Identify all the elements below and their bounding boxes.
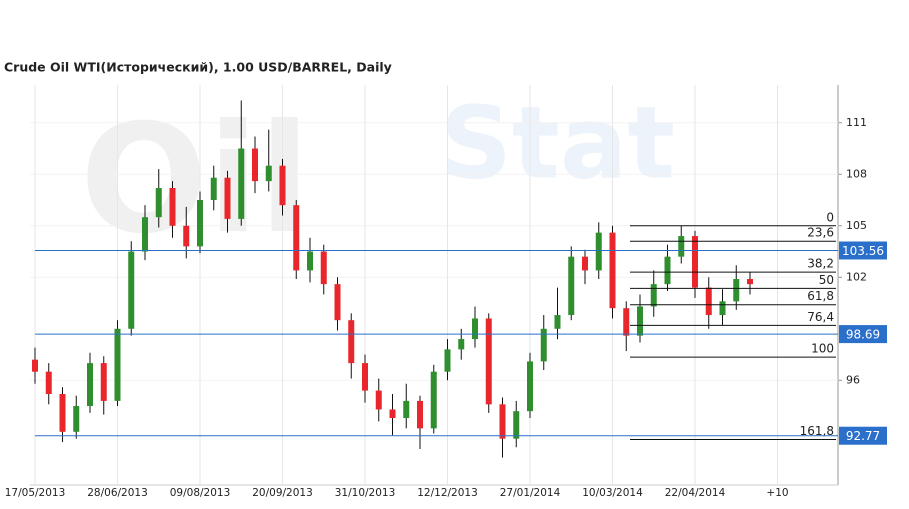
candle-body <box>100 363 107 401</box>
y-tick-label: 105 <box>846 219 867 232</box>
fib-label: 161,8 <box>800 424 834 438</box>
level-tag <box>839 241 887 260</box>
candle-body <box>87 363 93 407</box>
fib-label: 50 <box>819 273 834 287</box>
candle-body <box>417 400 423 429</box>
candle-body <box>293 205 300 271</box>
candle-body <box>623 308 630 336</box>
candle-body <box>637 306 643 336</box>
candle-body <box>224 177 231 219</box>
level-label: 98.69 <box>846 328 880 342</box>
candle-body <box>375 390 382 410</box>
candle-body <box>307 251 313 271</box>
candle-body <box>128 251 135 329</box>
candle-body <box>499 404 506 439</box>
candle-body <box>430 371 437 429</box>
candle-body <box>692 236 698 288</box>
candle-body <box>334 284 341 321</box>
candle-body <box>389 409 396 419</box>
watermark: Oil <box>80 93 310 267</box>
level-tag <box>839 325 887 344</box>
candle-body <box>210 177 217 201</box>
candle-body <box>664 256 671 285</box>
x-tick-label: 10/03/2014 <box>582 487 643 499</box>
candle-body <box>719 301 726 316</box>
x-tick-label: 22/04/2014 <box>665 487 726 499</box>
x-tick-label: 20/09/2013 <box>252 487 313 499</box>
y-tick-label: 102 <box>846 270 867 283</box>
x-tick-label: 09/08/2013 <box>170 487 231 499</box>
x-tick-label: 31/10/2013 <box>335 487 396 499</box>
candle-body <box>485 318 492 405</box>
chart-title: Crude Oil WTI(Исторический), 1.00 USD/BA… <box>4 60 392 75</box>
candle-body <box>650 284 657 307</box>
candle-body <box>45 371 52 395</box>
candle-body <box>73 406 80 432</box>
candle-body <box>183 225 190 247</box>
candle-body <box>458 339 465 350</box>
y-tick-label: 111 <box>846 116 867 129</box>
x-tick-label: 27/01/2014 <box>500 487 561 499</box>
candle-body <box>609 232 616 309</box>
candle-body <box>747 278 753 285</box>
fib-label: 61,8 <box>807 289 834 303</box>
x-tick-label: 28/06/2013 <box>87 487 148 499</box>
candle-body <box>403 400 410 419</box>
x-tick-label: +10 <box>766 487 788 499</box>
candle-body <box>169 188 176 226</box>
x-tick-label: 17/05/2013 <box>5 487 66 499</box>
candle-body <box>265 165 272 182</box>
candle-body <box>320 251 327 285</box>
candle-body <box>554 315 561 329</box>
candle-body <box>279 165 286 206</box>
candle-body <box>142 217 148 252</box>
candle-body <box>155 188 162 218</box>
candle-body <box>444 349 451 372</box>
candle-body <box>32 359 38 372</box>
fib-label: 76,4 <box>807 310 834 324</box>
candle-body <box>472 318 478 340</box>
fib-label: 38,2 <box>807 257 834 271</box>
fib-label: 100 <box>811 342 834 356</box>
level-tag <box>839 426 887 445</box>
y-tick-label: 108 <box>846 167 867 180</box>
fib-label: 23,6 <box>807 226 834 240</box>
candle-body <box>362 363 368 391</box>
fib-label: 0 <box>826 210 834 224</box>
x-tick-label: 12/12/2013 <box>417 487 478 499</box>
candle-body <box>238 148 245 219</box>
candle-body <box>197 200 203 247</box>
level-label: 103.56 <box>842 244 884 258</box>
candle-body <box>513 411 520 439</box>
watermark: Stat <box>440 84 675 201</box>
candle-body <box>527 361 533 412</box>
candle-body <box>595 232 602 271</box>
candle-body <box>252 148 258 182</box>
candle-body <box>568 256 575 316</box>
level-label: 92.77 <box>846 429 880 443</box>
candle-body <box>114 328 121 401</box>
candle-body <box>582 256 588 271</box>
candle-body <box>59 394 66 432</box>
candle-body <box>540 328 547 362</box>
candle-body <box>733 278 740 302</box>
y-tick-label: 96 <box>846 373 860 386</box>
candle-body <box>348 320 355 364</box>
candle-body <box>705 287 712 316</box>
candle-body <box>678 236 685 257</box>
